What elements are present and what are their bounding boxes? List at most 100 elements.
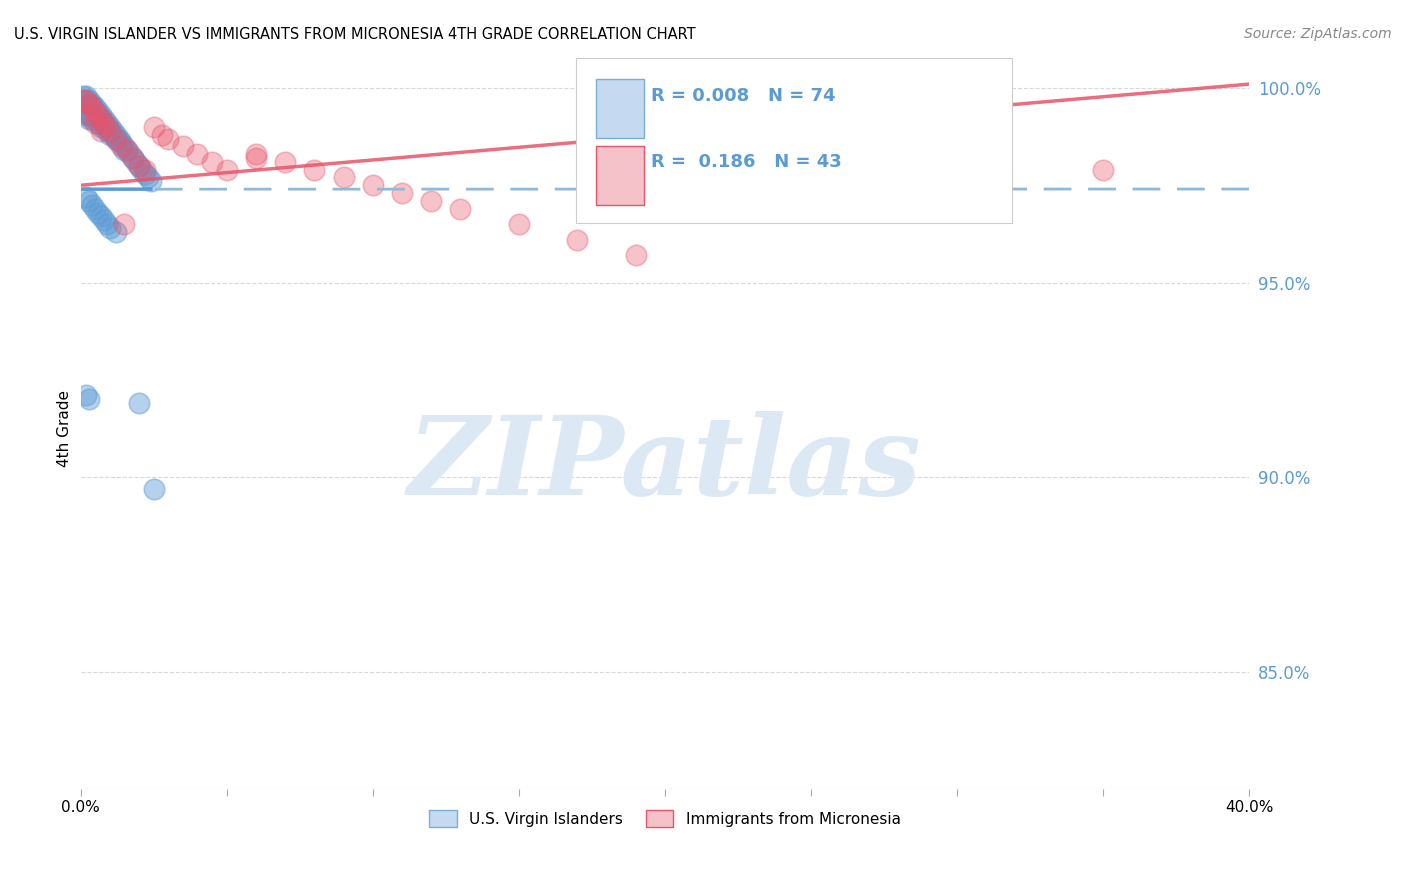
Point xyxy=(449,202,471,216)
Point xyxy=(72,88,94,103)
Point xyxy=(117,143,139,157)
Point xyxy=(139,174,162,188)
Text: R =  0.186   N = 43: R = 0.186 N = 43 xyxy=(651,153,842,171)
Point xyxy=(84,100,107,114)
Text: U.S. VIRGIN ISLANDER VS IMMIGRANTS FROM MICRONESIA 4TH GRADE CORRELATION CHART: U.S. VIRGIN ISLANDER VS IMMIGRANTS FROM … xyxy=(14,27,696,42)
Point xyxy=(112,139,135,153)
Point xyxy=(77,96,100,111)
Point xyxy=(172,139,194,153)
Point xyxy=(82,100,104,114)
Point xyxy=(125,155,148,169)
Point xyxy=(741,162,763,177)
Point xyxy=(93,213,115,227)
Point xyxy=(75,108,97,122)
Point xyxy=(90,210,112,224)
Point xyxy=(96,124,118,138)
Point xyxy=(77,112,100,127)
Point xyxy=(82,112,104,127)
Point xyxy=(82,100,104,114)
Point xyxy=(245,147,267,161)
Point xyxy=(150,128,173,142)
Point xyxy=(157,131,180,145)
Point xyxy=(128,159,150,173)
Point xyxy=(75,104,97,119)
Point xyxy=(93,112,115,127)
Point xyxy=(245,151,267,165)
Point xyxy=(90,108,112,122)
Point xyxy=(142,482,165,496)
Point xyxy=(77,392,100,407)
Point xyxy=(391,186,413,200)
Point xyxy=(122,151,145,165)
Point xyxy=(75,100,97,114)
Point xyxy=(72,93,94,107)
Point xyxy=(120,147,142,161)
Point xyxy=(683,147,706,161)
Point xyxy=(112,217,135,231)
Point xyxy=(82,104,104,119)
Point xyxy=(122,151,145,165)
Text: R = 0.008   N = 74: R = 0.008 N = 74 xyxy=(651,87,835,104)
Point xyxy=(93,116,115,130)
Point xyxy=(142,120,165,134)
Point xyxy=(90,112,112,127)
Point xyxy=(90,112,112,127)
Point xyxy=(87,205,110,219)
Point xyxy=(87,104,110,119)
Point xyxy=(90,116,112,130)
Text: ZIPatlas: ZIPatlas xyxy=(408,411,922,518)
Point xyxy=(72,96,94,111)
Point xyxy=(104,131,127,145)
Point xyxy=(87,112,110,127)
Point xyxy=(98,124,121,138)
Point xyxy=(567,233,589,247)
Point xyxy=(98,120,121,134)
Point xyxy=(84,108,107,122)
Point xyxy=(77,108,100,122)
Point xyxy=(134,167,156,181)
Point xyxy=(215,162,238,177)
Point xyxy=(107,136,129,150)
Point xyxy=(508,217,530,231)
Point xyxy=(84,202,107,216)
Point xyxy=(96,120,118,134)
Point xyxy=(82,198,104,212)
Point xyxy=(84,112,107,127)
Point xyxy=(75,93,97,107)
Text: Source: ZipAtlas.com: Source: ZipAtlas.com xyxy=(1244,27,1392,41)
Point xyxy=(77,194,100,208)
Point xyxy=(110,139,132,153)
Point xyxy=(75,388,97,402)
Point xyxy=(77,93,100,107)
Point xyxy=(72,93,94,107)
Point xyxy=(84,116,107,130)
Point xyxy=(104,131,127,145)
Point xyxy=(77,96,100,111)
Legend: U.S. Virgin Islanders, Immigrants from Micronesia: U.S. Virgin Islanders, Immigrants from M… xyxy=(422,802,908,835)
Point xyxy=(75,93,97,107)
Point xyxy=(98,221,121,235)
Point xyxy=(101,124,124,138)
Point xyxy=(112,143,135,157)
Point xyxy=(110,136,132,150)
Point xyxy=(131,162,153,177)
Point xyxy=(84,104,107,119)
Point xyxy=(96,116,118,130)
Point xyxy=(90,124,112,138)
Point xyxy=(117,143,139,157)
Point xyxy=(75,190,97,204)
Point xyxy=(77,100,100,114)
Point xyxy=(128,159,150,173)
Point xyxy=(361,178,384,193)
Point xyxy=(101,128,124,142)
Point xyxy=(93,120,115,134)
Point xyxy=(1092,162,1115,177)
Point xyxy=(134,162,156,177)
Point xyxy=(274,155,297,169)
Point xyxy=(201,155,224,169)
Point xyxy=(75,96,97,111)
Point xyxy=(304,162,326,177)
Point xyxy=(82,108,104,122)
Point xyxy=(93,116,115,130)
Point xyxy=(128,396,150,410)
